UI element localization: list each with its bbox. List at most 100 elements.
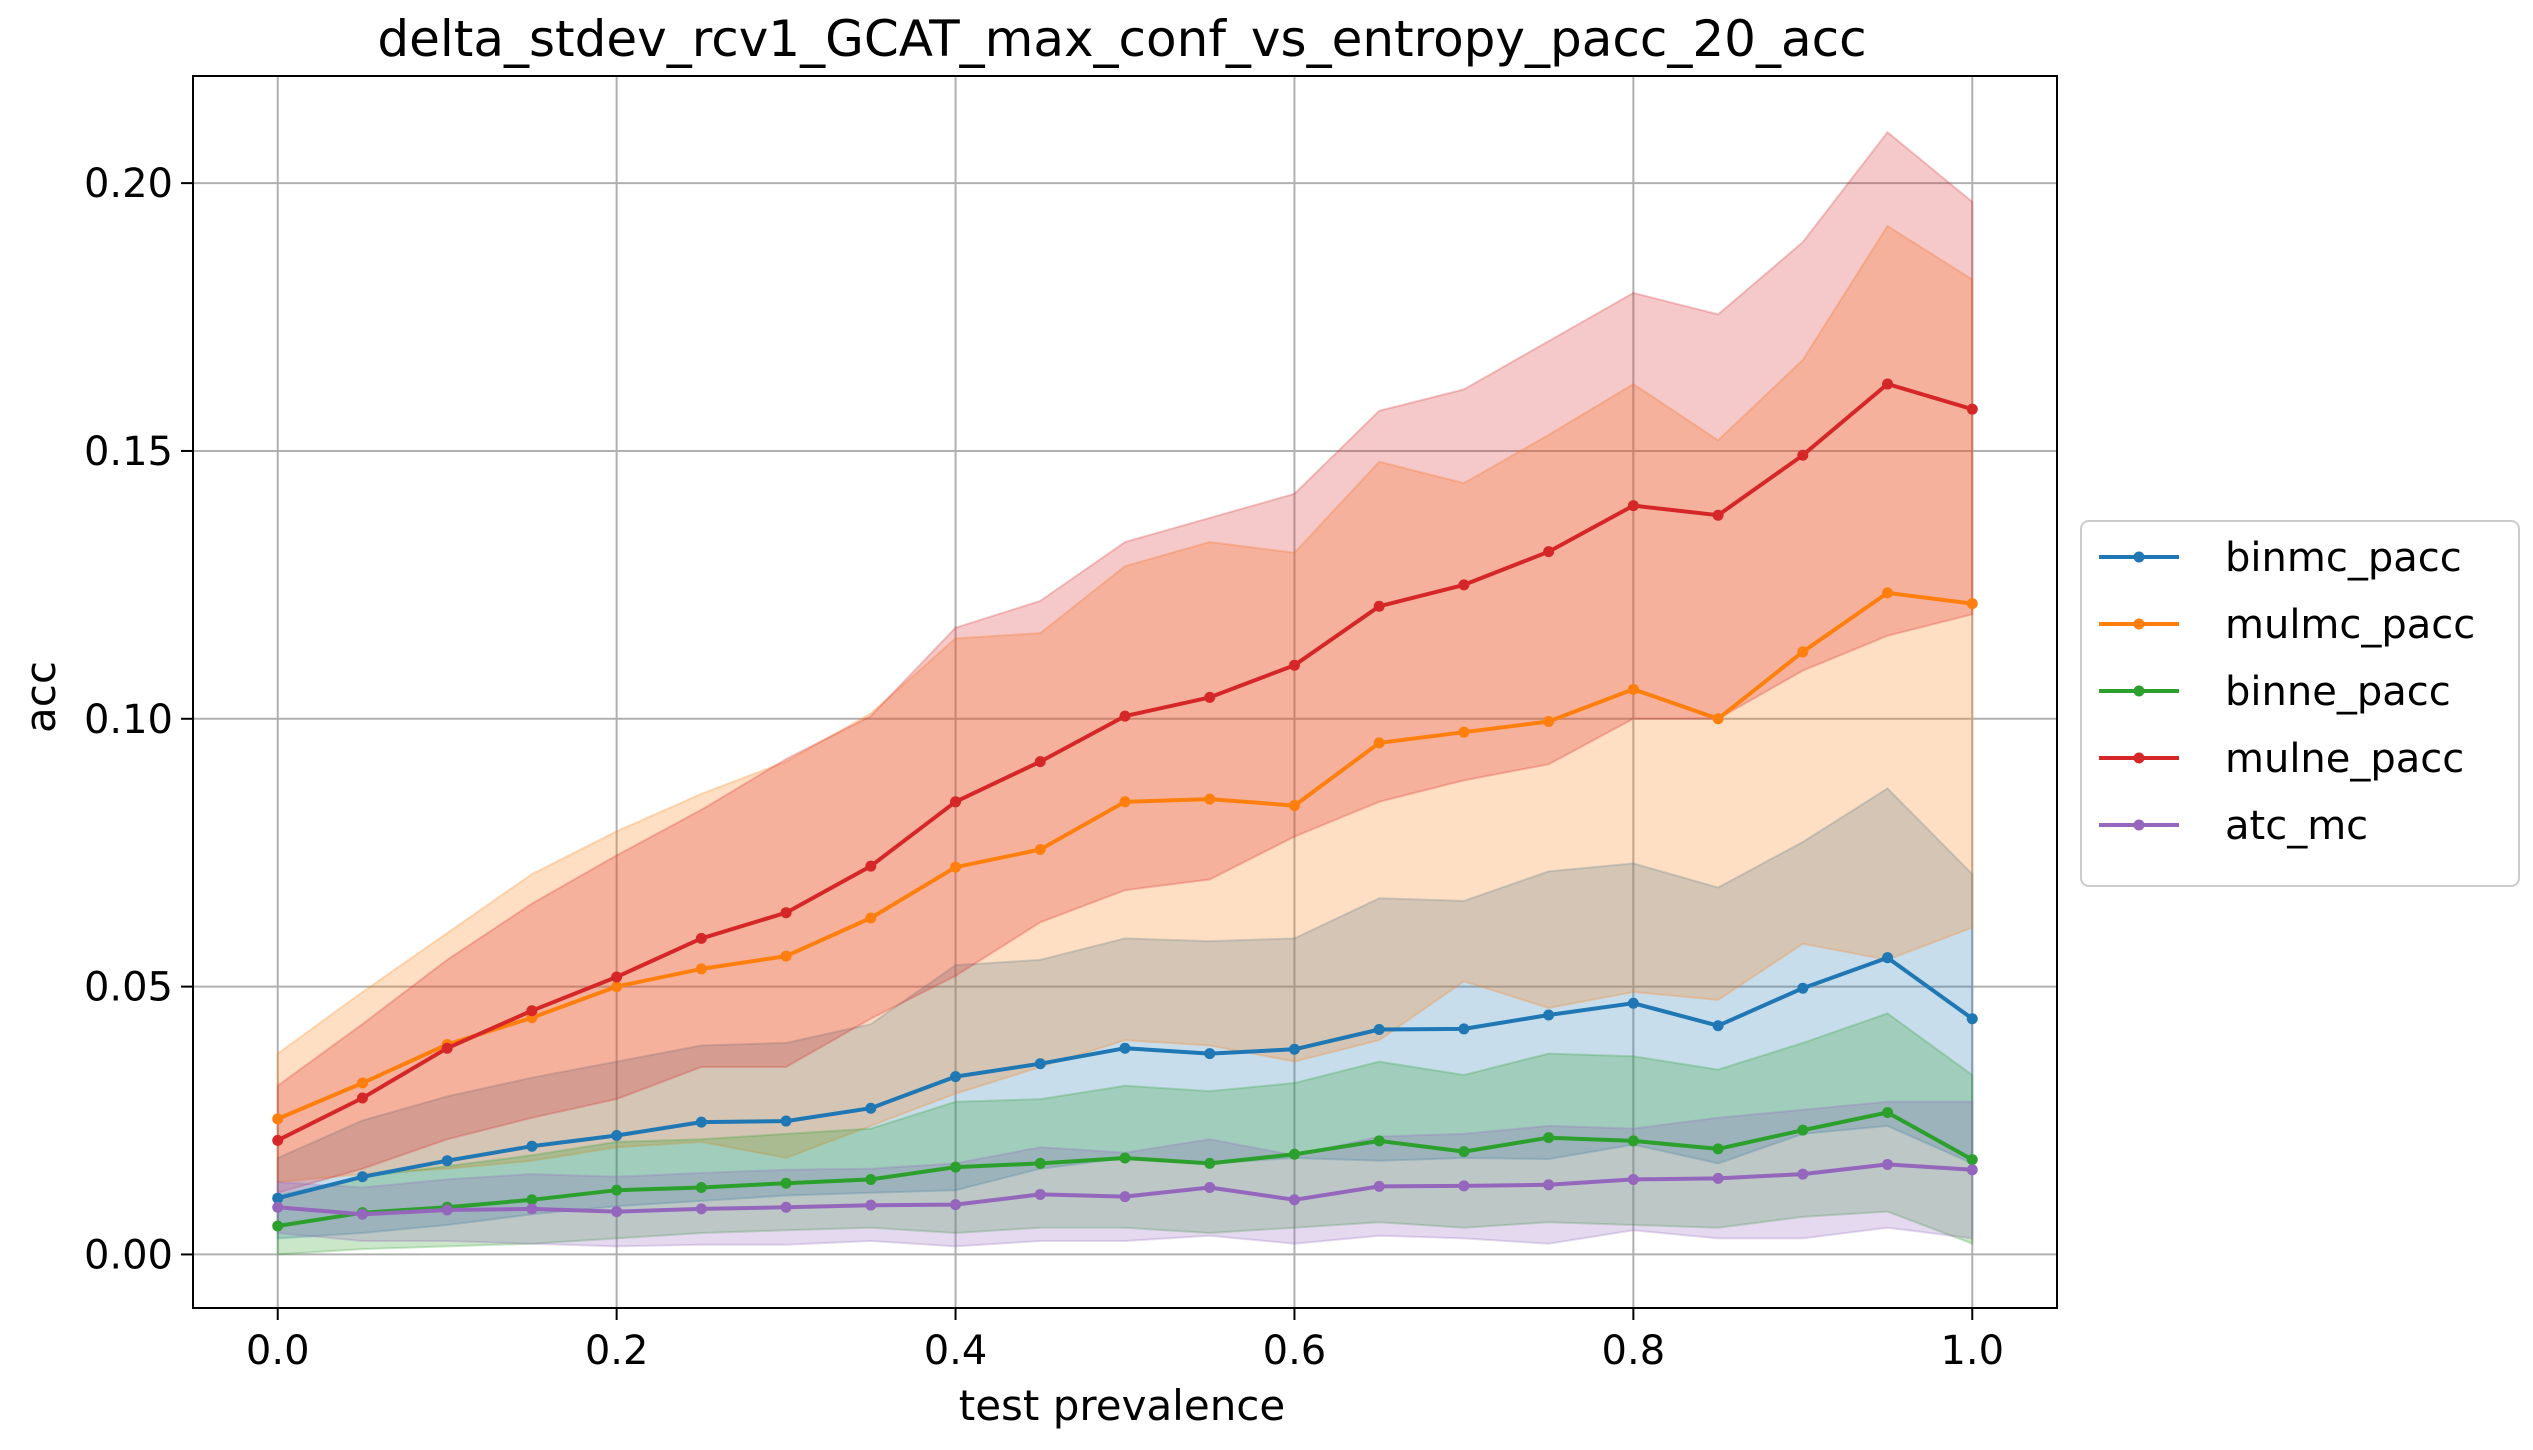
line-layer [272,378,1978,1232]
point-mulmc_pacc [1627,683,1639,695]
x-tick-label: 1.0 [1940,1328,2004,1374]
legend-label-atc_mc: atc_mc [2225,803,2368,849]
point-atc_mc [1627,1173,1639,1185]
point-atc_mc [695,1203,707,1215]
point-binne_pacc [1373,1135,1385,1147]
point-mulmc_pacc [1882,587,1894,599]
point-mulmc_pacc [1458,726,1470,738]
point-binmc_pacc [1204,1048,1216,1060]
point-binmc_pacc [1627,997,1639,1009]
y-tick-label: 0.10 [84,697,173,743]
legend-marker-mulmc_pacc [2133,618,2145,630]
point-mulne_pacc [1288,659,1300,671]
point-binmc_pacc [441,1155,453,1167]
band-mulne_pacc [276,130,1974,1195]
point-atc_mc [1204,1181,1216,1193]
point-binne_pacc [1204,1157,1216,1169]
point-binmc_pacc [1373,1023,1385,1035]
legend-marker-binne_pacc [2133,685,2145,697]
x-tick-label: 0.8 [1602,1328,1666,1374]
point-binne_pacc [1119,1152,1131,1164]
point-binne_pacc [1882,1106,1894,1118]
legend-label-binne_pacc: binne_pacc [2225,669,2451,715]
legend-label-binmc_pacc: binmc_pacc [2225,535,2462,581]
point-mulne_pacc [272,1134,284,1146]
point-mulne_pacc [1034,756,1046,768]
point-binne_pacc [1034,1157,1046,1169]
point-binmc_pacc [526,1140,538,1152]
point-mulne_pacc [1373,600,1385,612]
chart-title: delta_stdev_rcv1_GCAT_max_conf_vs_entrop… [377,10,1866,68]
point-mulmc_pacc [1543,715,1555,727]
point-atc_mc [441,1204,453,1216]
point-atc_mc [1458,1180,1470,1192]
point-binmc_pacc [1543,1009,1555,1021]
point-mulmc_pacc [1288,800,1300,812]
point-mulne_pacc [1712,509,1724,521]
point-binmc_pacc [1034,1058,1046,1070]
legend-label-mulne_pacc: mulne_pacc [2225,736,2464,782]
point-atc_mc [1543,1179,1555,1191]
point-binmc_pacc [356,1171,368,1183]
point-binmc_pacc [865,1102,877,1114]
y-tick-label: 0.00 [84,1232,173,1278]
point-binne_pacc [272,1220,284,1232]
point-binne_pacc [1712,1143,1724,1155]
point-binne_pacc [1797,1124,1809,1136]
point-binne_pacc [1458,1146,1470,1158]
point-atc_mc [1882,1158,1894,1170]
point-mulmc_pacc [1034,843,1046,855]
point-mulmc_pacc [950,861,962,873]
legend: binmc_pacc mulmc_pacc binne_pacc mulne_pacc… [2080,520,2520,887]
point-mulne_pacc [441,1042,453,1054]
point-mulmc_pacc [1119,796,1131,808]
point-mulmc_pacc [865,912,877,924]
point-mulne_pacc [1797,449,1809,461]
point-binmc_pacc [780,1115,792,1127]
y-tick-label: 0.15 [84,429,173,475]
point-mulne_pacc [1119,710,1131,722]
x-tick-label: 0.6 [1263,1328,1327,1374]
x-tick-label: 0.2 [585,1328,649,1374]
legend-label-mulmc_pacc: mulmc_pacc [2225,602,2475,648]
point-binne_pacc [1543,1132,1555,1144]
x-axis-label: test prevalence [959,1381,1286,1430]
point-mulne_pacc [1458,579,1470,591]
point-mulne_pacc [356,1092,368,1104]
point-binne_pacc [780,1177,792,1189]
point-atc_mc [356,1208,368,1220]
point-binne_pacc [950,1161,962,1173]
legend-box [2080,520,2520,887]
point-atc_mc [780,1201,792,1213]
point-mulne_pacc [1543,546,1555,558]
point-atc_mc [611,1206,623,1218]
point-mulmc_pacc [1966,598,1978,610]
point-binmc_pacc [1712,1020,1724,1032]
x-tick-label: 0.4 [924,1328,988,1374]
axes-layer: 0.0 0.2 0.4 0.6 0.8 1.0 0.00 0.05 0.10 0.15 0.20 [84,75,2058,1374]
point-mulne_pacc [1204,691,1216,703]
legend-marker-atc_mc [2133,819,2145,831]
point-mulmc_pacc [1797,646,1809,658]
x-tick-label: 0.0 [246,1328,310,1374]
point-mulmc_pacc [356,1077,368,1089]
y-axis-label: acc [16,661,65,733]
point-mulmc_pacc [1204,793,1216,805]
point-binmc_pacc [950,1071,962,1083]
legend-marker-mulne_pacc [2133,752,2145,764]
point-binmc_pacc [1966,1013,1978,1025]
point-mulne_pacc [865,860,877,872]
point-atc_mc [1797,1168,1809,1180]
point-atc_mc [1966,1164,1978,1176]
point-atc_mc [1119,1191,1131,1203]
point-binmc_pacc [1119,1042,1131,1054]
point-mulne_pacc [1966,403,1978,415]
legend-marker-binmc_pacc [2133,551,2145,563]
point-binmc_pacc [611,1130,623,1142]
y-tick-label: 0.20 [84,161,173,207]
point-atc_mc [1034,1188,1046,1200]
point-mulmc_pacc [272,1113,284,1125]
point-binne_pacc [695,1181,707,1193]
